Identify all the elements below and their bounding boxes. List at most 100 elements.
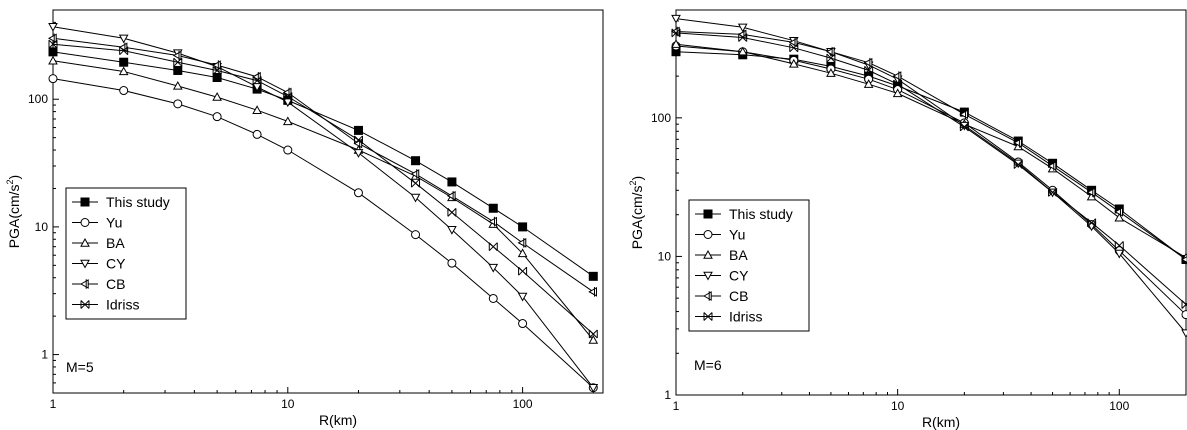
point-cb-shape bbox=[588, 286, 597, 297]
legend-label-cb: CB bbox=[106, 276, 125, 292]
legend-marker-cy bbox=[80, 259, 90, 269]
point-cy bbox=[588, 384, 599, 393]
point-idriss-diag2 bbox=[119, 46, 129, 56]
point-idriss bbox=[826, 53, 836, 63]
point-idriss bbox=[1114, 241, 1124, 250]
point-yu bbox=[212, 112, 222, 122]
point-cb bbox=[488, 216, 497, 227]
point-cb bbox=[788, 37, 798, 48]
point-yu bbox=[119, 86, 129, 96]
point-idriss-diag2 bbox=[671, 28, 681, 38]
legend-marker-yu bbox=[703, 230, 713, 239]
point-idriss-diag2 bbox=[488, 242, 498, 252]
legend-marker-idriss bbox=[80, 300, 90, 309]
point-ba bbox=[671, 39, 681, 48]
point-cy bbox=[671, 14, 681, 24]
point-idriss bbox=[588, 329, 598, 339]
point-cy bbox=[48, 22, 58, 32]
point-idriss-diag2 bbox=[864, 66, 874, 75]
point-cb bbox=[410, 169, 420, 179]
x-axis: 1 10 100 bbox=[50, 387, 594, 411]
point-yu bbox=[518, 319, 528, 329]
legend-marker-ba bbox=[80, 237, 90, 247]
y-tick-label: 100 bbox=[651, 111, 671, 125]
legend-marker-idriss-diag2 bbox=[703, 312, 713, 321]
point-yu bbox=[48, 74, 58, 84]
y-tick-label: 1 bbox=[664, 388, 671, 402]
series-line-idriss bbox=[675, 32, 1187, 305]
point-cb bbox=[825, 46, 835, 57]
point-idriss-diag2 bbox=[789, 43, 799, 53]
point-idriss-diag2 bbox=[1013, 160, 1023, 169]
point-idriss bbox=[212, 66, 222, 75]
series-group bbox=[47, 22, 599, 393]
point-this-study bbox=[212, 72, 222, 82]
point-ba bbox=[252, 105, 262, 114]
y-axis-label-main: PGA(cm/s bbox=[629, 185, 645, 249]
point-idriss bbox=[671, 28, 681, 38]
point-idriss-diag2 bbox=[588, 329, 598, 339]
point-idriss-diag2 bbox=[447, 208, 457, 217]
legend-label-yu: Yu bbox=[729, 227, 745, 243]
series-line-cy bbox=[675, 18, 1187, 334]
point-cb bbox=[446, 191, 456, 201]
series-line-cy bbox=[52, 26, 594, 389]
chart-1: 1 10 100 1 10 100 R(km) PGA(cm/s2) This study Yu B… bbox=[5, 9, 604, 428]
point-idriss bbox=[173, 57, 183, 67]
y-axis-label: PGA(cm/s2) bbox=[5, 175, 22, 248]
legend-marker-this-study bbox=[80, 197, 90, 207]
point-this-study bbox=[447, 177, 457, 187]
magnitude-annotation: M=5 bbox=[66, 359, 94, 375]
series-line-yu bbox=[52, 78, 594, 389]
point-idriss bbox=[1048, 187, 1058, 197]
point-this-study bbox=[518, 222, 528, 232]
point-idriss-diag2 bbox=[1114, 241, 1124, 250]
y-axis-label-end: ) bbox=[6, 175, 22, 180]
legend: This study Yu BA CY CB Idriss bbox=[688, 199, 810, 332]
point-cb bbox=[172, 50, 182, 61]
point-yu bbox=[283, 145, 293, 155]
point-cy bbox=[118, 34, 129, 44]
point-ba bbox=[118, 66, 129, 76]
series-line-cb bbox=[675, 31, 1187, 260]
point-idriss-diag2 bbox=[283, 92, 293, 101]
y-tick-label: 10 bbox=[658, 249, 672, 263]
y-axis: 1 10 100 bbox=[651, 9, 682, 402]
legend-marker-cb bbox=[702, 291, 712, 301]
point-cy bbox=[517, 292, 528, 302]
point-yu bbox=[353, 188, 363, 198]
point-ba bbox=[788, 58, 799, 68]
point-idriss-diag2 bbox=[212, 66, 222, 75]
point-idriss-diag2 bbox=[1087, 218, 1096, 228]
point-cb bbox=[892, 71, 902, 81]
y-axis-label-superscript: 2 bbox=[5, 179, 15, 184]
legend-label-this-study: This study bbox=[729, 206, 793, 222]
legend-marker-cy bbox=[703, 271, 713, 281]
point-idriss bbox=[411, 178, 421, 188]
legend-marker-idriss bbox=[703, 312, 713, 321]
point-idriss bbox=[959, 122, 969, 132]
plot-frame bbox=[52, 9, 604, 394]
point-idriss bbox=[252, 76, 262, 85]
point-idriss-diag2 bbox=[48, 39, 58, 49]
point-this-study bbox=[119, 57, 129, 67]
point-cy bbox=[1181, 329, 1187, 339]
point-ba bbox=[588, 334, 599, 344]
point-cy bbox=[447, 226, 457, 235]
point-idriss bbox=[283, 92, 293, 101]
point-idriss-diag2 bbox=[826, 53, 836, 63]
point-idriss-diag2 bbox=[893, 79, 902, 89]
series-line-this-study bbox=[52, 51, 594, 277]
point-cb bbox=[47, 33, 57, 44]
point-cb bbox=[517, 238, 527, 248]
point-idriss bbox=[1087, 218, 1097, 228]
x-axis-label: R(km) bbox=[922, 414, 960, 430]
legend-marker-cb bbox=[79, 279, 89, 289]
point-idriss bbox=[738, 33, 748, 42]
point-yu bbox=[447, 258, 457, 268]
series-line-idriss bbox=[52, 43, 594, 335]
y-axis: 1 10 100 bbox=[28, 9, 59, 394]
point-idriss bbox=[789, 43, 799, 53]
point-this-study bbox=[588, 271, 598, 281]
